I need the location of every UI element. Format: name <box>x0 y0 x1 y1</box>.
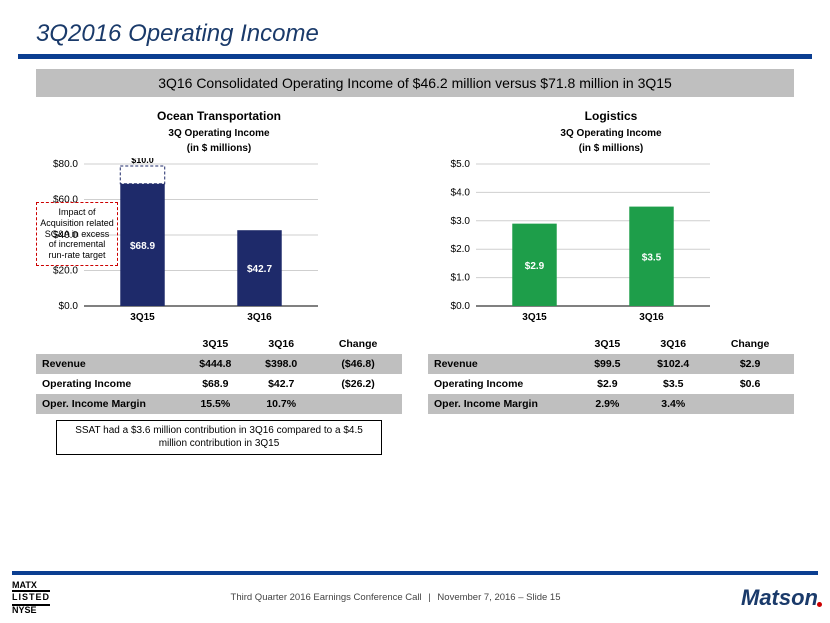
svg-text:$1.0: $1.0 <box>451 273 471 284</box>
footer-rule <box>12 571 818 575</box>
logistics-col: Logistics 3Q Operating Income (in $ mill… <box>428 109 794 455</box>
svg-text:$0.0: $0.0 <box>451 301 471 312</box>
svg-text:$3.5: $3.5 <box>642 252 662 263</box>
ocean-sub1: 3Q Operating Income <box>36 128 402 139</box>
badge-nyse: NYSE <box>12 605 37 615</box>
svg-text:$42.7: $42.7 <box>247 264 272 275</box>
svg-text:3Q15: 3Q15 <box>130 312 155 323</box>
svg-text:$20.0: $20.0 <box>53 266 78 277</box>
svg-text:$80.0: $80.0 <box>53 159 78 170</box>
logistics-chart: $0.0 $1.0 $2.0 $3.0 $4.0 $5.0 $2.9 3Q15 $3.5 3Q16 <box>428 158 718 328</box>
svg-text:3Q15: 3Q15 <box>522 312 547 323</box>
svg-text:$5.0: $5.0 <box>451 159 471 170</box>
svg-text:$2.9: $2.9 <box>525 261 545 272</box>
svg-text:3Q16: 3Q16 <box>639 312 664 323</box>
brand-logo: Matson <box>741 585 818 611</box>
ocean-title: Ocean Transportation <box>36 109 402 124</box>
badge-listed: LISTED <box>12 590 50 605</box>
charts-row: Ocean Transportation 3Q Operating Income… <box>0 97 830 455</box>
nyse-badge: MATX LISTED NYSE <box>12 581 50 615</box>
svg-text:$68.9: $68.9 <box>130 241 155 252</box>
title-rule <box>18 54 812 59</box>
slide: 3Q2016 Operating Income 3Q16 Consolidate… <box>0 0 830 623</box>
ocean-sub2: (in $ millions) <box>36 143 402 154</box>
badge-matx: MATX <box>12 580 37 590</box>
impact-note: Impact of Acquisition related SG&A in ex… <box>36 202 118 266</box>
ssat-note: SSAT had a $3.6 million contribution in … <box>56 420 382 455</box>
page-title: 3Q2016 Operating Income <box>0 0 830 54</box>
svg-text:$10.0: $10.0 <box>131 158 154 165</box>
footer: MATX LISTED NYSE Third Quarter 2016 Earn… <box>0 571 830 623</box>
svg-text:$3.0: $3.0 <box>451 216 471 227</box>
logistics-table: 3Q153Q16ChangeRevenue$99.5$102.4$2.9Oper… <box>428 334 794 414</box>
footer-text: Third Quarter 2016 Earnings Conference C… <box>50 592 741 603</box>
svg-text:$2.0: $2.0 <box>451 244 471 255</box>
logistics-sub1: 3Q Operating Income <box>428 128 794 139</box>
subtitle-band: 3Q16 Consolidated Operating Income of $4… <box>36 69 794 97</box>
logistics-sub2: (in $ millions) <box>428 143 794 154</box>
ocean-col: Ocean Transportation 3Q Operating Income… <box>36 109 402 455</box>
ocean-table: 3Q153Q16ChangeRevenue$444.8$398.0($46.8)… <box>36 334 402 414</box>
svg-text:3Q16: 3Q16 <box>247 312 272 323</box>
svg-text:$0.0: $0.0 <box>59 301 79 312</box>
footer-text-right: November 7, 2016 – Slide 15 <box>437 592 560 603</box>
footer-text-left: Third Quarter 2016 Earnings Conference C… <box>231 592 422 603</box>
logistics-title: Logistics <box>428 109 794 124</box>
svg-text:$4.0: $4.0 <box>451 187 471 198</box>
